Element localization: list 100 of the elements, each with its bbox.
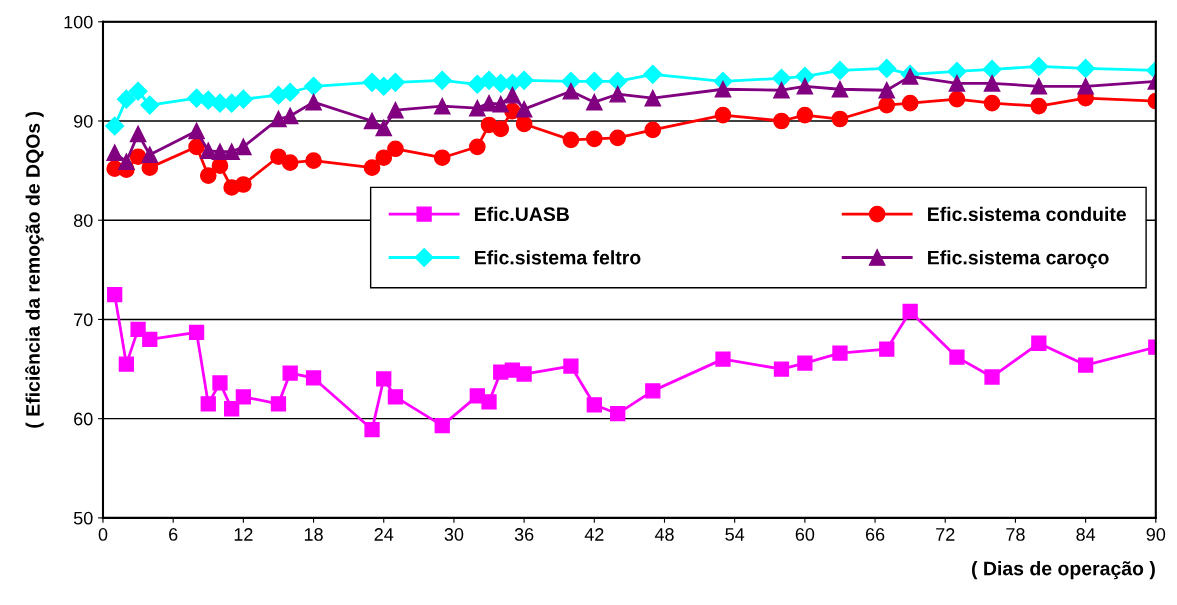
point	[831, 110, 849, 128]
point	[515, 100, 533, 118]
point	[947, 61, 967, 81]
point	[363, 112, 381, 130]
x-tick-label: 54	[725, 528, 745, 541]
y-tick-label: 100	[64, 15, 93, 29]
point	[1076, 58, 1096, 78]
point	[878, 96, 896, 114]
point	[796, 106, 814, 124]
point	[983, 94, 1001, 112]
x-tick-label: 72	[936, 528, 955, 541]
point	[270, 110, 287, 128]
point	[830, 60, 850, 80]
point	[235, 389, 252, 405]
point	[107, 286, 123, 303]
point	[235, 176, 252, 193]
x-tick-label: 84	[1076, 528, 1096, 541]
point	[492, 95, 510, 113]
point	[901, 94, 919, 112]
point	[363, 159, 381, 176]
point	[948, 90, 966, 108]
y-tick-label: 60	[74, 412, 93, 426]
x-tick-label: 6	[169, 528, 178, 541]
point	[877, 58, 897, 78]
point	[387, 140, 404, 158]
x-tick-label: 30	[444, 528, 464, 541]
point	[281, 154, 299, 172]
x-tick-label: 0	[98, 528, 108, 541]
point	[222, 93, 242, 113]
point	[1077, 77, 1094, 95]
point	[1030, 77, 1048, 95]
point	[468, 99, 486, 117]
x-tick-label: 48	[654, 528, 674, 541]
legend-label: Efic.sistema conduite	[928, 206, 1126, 222]
point	[199, 142, 217, 160]
point	[281, 107, 299, 125]
point	[797, 355, 813, 371]
point	[129, 125, 147, 143]
point	[376, 371, 392, 387]
point	[305, 152, 322, 170]
point	[481, 394, 497, 410]
point	[280, 82, 300, 102]
point	[1029, 56, 1049, 76]
point	[1031, 335, 1047, 351]
point	[773, 112, 790, 130]
y-axis-title: ( Eficiência da remoção de DQOs )	[25, 111, 44, 428]
x-tick-label: 66	[865, 528, 885, 541]
point	[130, 321, 146, 338]
point	[282, 365, 298, 381]
x-tick-label: 78	[1006, 528, 1025, 541]
legend-label: Efic.sistema feltro	[475, 250, 641, 265]
point	[188, 122, 205, 140]
point	[644, 89, 662, 107]
point	[433, 97, 451, 115]
point	[504, 86, 521, 104]
point	[516, 366, 532, 382]
point	[902, 303, 918, 320]
point	[948, 74, 966, 92]
point	[832, 345, 848, 361]
point	[385, 72, 405, 92]
point	[983, 74, 1001, 92]
point	[268, 85, 288, 105]
point	[304, 76, 324, 96]
point	[375, 119, 393, 137]
point	[468, 138, 486, 156]
x-tick-label: 90	[1146, 528, 1166, 541]
point	[879, 341, 895, 357]
x-tick-label: 36	[514, 528, 534, 541]
point	[387, 101, 404, 119]
point	[142, 331, 158, 347]
point	[515, 115, 533, 133]
point	[364, 421, 380, 438]
point	[644, 121, 662, 139]
point	[585, 93, 603, 111]
point	[105, 116, 125, 136]
point	[982, 59, 1002, 79]
legend-label: Efic.UASB	[475, 206, 569, 222]
point	[1030, 97, 1048, 115]
point	[433, 149, 451, 167]
point	[118, 153, 135, 171]
point	[199, 167, 217, 184]
point	[118, 356, 135, 372]
point	[773, 361, 790, 377]
point	[608, 71, 628, 91]
point	[235, 138, 252, 156]
point	[233, 89, 253, 109]
point	[362, 72, 382, 92]
point	[984, 369, 1000, 385]
point	[1077, 357, 1094, 373]
point	[128, 81, 148, 101]
y-tick-label: 50	[73, 511, 93, 525]
point	[586, 397, 602, 413]
point	[140, 95, 160, 115]
point	[771, 68, 792, 88]
point	[116, 89, 136, 109]
point	[432, 70, 452, 90]
y-tick-label: 70	[74, 313, 93, 327]
point	[609, 85, 627, 103]
point	[584, 71, 604, 91]
point	[643, 64, 663, 84]
